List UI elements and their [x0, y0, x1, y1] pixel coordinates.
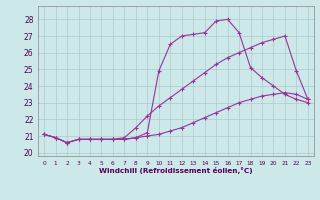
- X-axis label: Windchill (Refroidissement éolien,°C): Windchill (Refroidissement éolien,°C): [99, 167, 253, 174]
